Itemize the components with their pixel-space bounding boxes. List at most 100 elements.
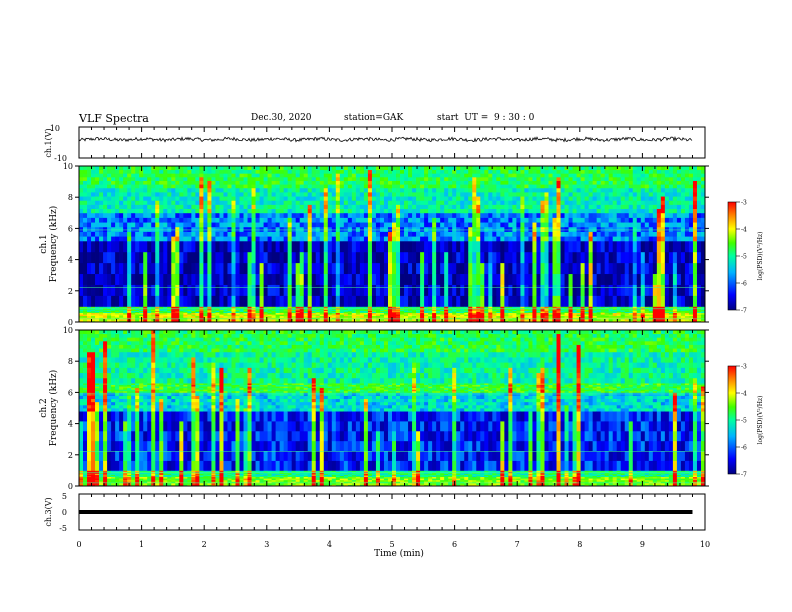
spectrogram-cell — [484, 208, 489, 214]
spectrogram-cell — [452, 314, 457, 317]
spectrogram-cell — [139, 309, 144, 311]
spectrogram-cell — [540, 169, 545, 174]
spectrogram-cell — [532, 187, 537, 193]
spectrogram-cell — [287, 226, 293, 232]
spectrogram-cell — [383, 251, 389, 264]
spectrogram-cell — [203, 317, 208, 320]
spectrogram-cell — [135, 173, 140, 178]
spectrogram-cell — [215, 284, 220, 296]
spectrogram-cell — [572, 231, 577, 237]
spectrogram-cell — [460, 240, 465, 253]
spectrogram-cell — [532, 314, 537, 317]
spectrogram-cell — [572, 318, 577, 321]
spectrogram-cell — [564, 306, 569, 308]
spectrogram-cell — [432, 311, 437, 314]
spectrogram-cell — [267, 169, 273, 174]
spectrogram-cell — [464, 315, 469, 318]
spectrogram-cell — [183, 284, 188, 296]
spectrogram-cell — [432, 200, 437, 205]
spectrogram-cell — [311, 222, 317, 228]
spectrogram-cell — [367, 231, 373, 237]
spectrogram-cell — [343, 187, 349, 193]
spectrogram-cell — [219, 315, 224, 318]
spectrogram-cell — [263, 295, 268, 307]
spectrogram-cell — [311, 310, 317, 312]
spectrogram-cell — [464, 187, 469, 193]
spectrogram-cell — [95, 307, 100, 309]
spectrogram-cell — [488, 184, 493, 189]
spectrogram-cell — [544, 166, 549, 171]
spectrogram-cell — [367, 192, 373, 197]
spectrogram-cell — [612, 318, 618, 321]
spectrogram-cell — [592, 187, 598, 193]
spectrogram-cell — [480, 208, 485, 214]
spectrogram-cell — [588, 187, 594, 193]
spectrogram-cell — [580, 192, 586, 197]
spectrogram-cell — [532, 166, 537, 171]
spectrogram-cell — [359, 208, 365, 214]
spectrogram-cell — [576, 176, 581, 181]
spectrogram-cell — [291, 231, 297, 237]
spectrogram-cell — [195, 192, 200, 197]
spectrogram-cell — [512, 315, 517, 318]
spectrogram-cell — [327, 192, 333, 197]
spectrogram-cell — [400, 315, 405, 318]
spectrogram-cell — [255, 315, 260, 318]
spectrogram-cell — [516, 310, 521, 312]
spectrogram-cell — [367, 308, 373, 310]
spectrogram-cell — [588, 240, 594, 253]
spectrogram-cell — [628, 307, 634, 309]
spectrogram-cell — [323, 187, 329, 193]
spectrogram-cell — [387, 295, 393, 307]
spectrogram-cell — [400, 192, 405, 197]
spectrogram-cell — [552, 311, 557, 314]
spectrogram-cell — [592, 251, 598, 264]
spectrogram-cell — [568, 200, 573, 205]
spectrogram-cell — [580, 226, 586, 232]
spectrogram-cell — [620, 308, 626, 310]
spectrogram-cell — [456, 204, 461, 210]
spectrogram-cell — [191, 200, 196, 205]
spectrogram-cell — [560, 295, 565, 307]
spectrogram-cell — [612, 311, 618, 314]
spectrogram-cell — [412, 310, 417, 312]
spectrogram-cell — [408, 231, 413, 237]
spectrogram-cell — [295, 231, 301, 237]
spectrogram-cell — [496, 310, 501, 312]
spectrogram-cell — [183, 295, 188, 307]
spectrogram-cell — [392, 166, 397, 171]
spectrogram-cell — [476, 180, 481, 185]
spectrogram-cell — [103, 217, 108, 223]
spectrogram-cell — [576, 231, 581, 237]
spectrogram-cell — [255, 217, 260, 223]
spectrogram-cell — [580, 314, 586, 317]
spectrogram-cell — [199, 307, 204, 309]
spectrogram-cell — [111, 295, 116, 307]
spectrogram-cell — [616, 222, 622, 228]
spectrogram-cell — [235, 308, 240, 310]
spectrogram-cell — [412, 240, 417, 253]
spectrogram-cell — [335, 284, 341, 296]
spectrogram-cell — [528, 309, 533, 311]
spectrogram-cell — [259, 231, 264, 237]
spectrogram-cell — [275, 240, 281, 253]
spectrogram-cell — [572, 200, 577, 205]
spectrogram-cell — [243, 308, 248, 310]
spectrogram-cell — [347, 320, 353, 323]
spectrogram-cell — [508, 184, 513, 189]
spectrogram-cell — [580, 311, 586, 314]
spectrogram-cell — [299, 226, 305, 232]
spectrogram-cell — [544, 308, 549, 310]
spectrogram-cell — [179, 309, 184, 311]
spectrogram-cell — [416, 295, 421, 307]
spectrogram-cell — [135, 217, 140, 223]
spectrogram-cell — [151, 306, 156, 308]
spectrogram-cell — [616, 295, 622, 307]
spectrogram-cell — [167, 196, 172, 201]
spectrogram-cell — [271, 309, 277, 311]
spectrogram-cell — [508, 307, 513, 309]
spectrogram-cell — [588, 306, 594, 308]
spectrogram-cell — [412, 314, 417, 317]
spectrogram-cell — [512, 320, 517, 323]
spectrogram-cell — [600, 307, 606, 309]
